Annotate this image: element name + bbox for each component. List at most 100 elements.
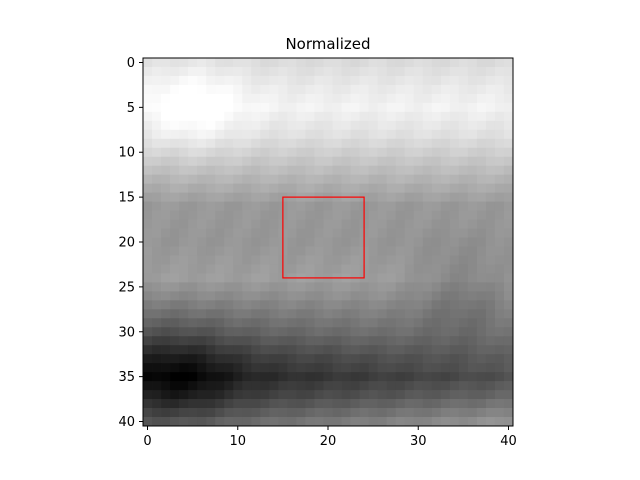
heatmap-cell — [287, 66, 297, 77]
heatmap-cell — [314, 138, 324, 149]
heatmap-cell — [467, 183, 478, 194]
heatmap-cell — [206, 390, 216, 400]
heatmap-cell — [224, 75, 234, 86]
heatmap-cell — [233, 129, 243, 140]
heatmap-cell — [368, 309, 379, 319]
heatmap-cell — [170, 192, 180, 203]
heatmap-cell — [170, 354, 180, 364]
heatmap-cell — [287, 237, 297, 247]
heatmap-cell — [278, 336, 288, 346]
heatmap-cell — [188, 66, 198, 77]
heatmap-cell — [341, 318, 351, 328]
heatmap-cell — [251, 318, 261, 328]
heatmap-cell — [287, 408, 297, 418]
heatmap-cell — [206, 273, 216, 283]
heatmap-cell — [179, 408, 189, 418]
heatmap-cell — [188, 75, 198, 86]
heatmap-cell — [395, 399, 406, 409]
heatmap-cell — [422, 138, 433, 149]
heatmap-cell — [422, 165, 433, 176]
heatmap-cell — [413, 264, 424, 274]
heatmap-cell — [278, 147, 288, 158]
heatmap-cell — [368, 282, 379, 292]
heatmap-cell — [431, 201, 442, 211]
heatmap-cell — [305, 246, 315, 256]
heatmap-cell — [404, 192, 415, 203]
heatmap-cell — [449, 210, 460, 220]
heatmap-cell — [431, 165, 442, 176]
heatmap-cell — [233, 399, 243, 409]
heatmap-cell — [251, 327, 261, 337]
heatmap-cell — [305, 363, 315, 373]
heatmap-cell — [215, 372, 225, 382]
heatmap-cell — [242, 219, 252, 229]
heatmap-cell — [485, 237, 496, 247]
heatmap-cell — [215, 237, 225, 247]
heatmap-cell — [224, 138, 234, 149]
heatmap-cell — [206, 381, 216, 391]
heatmap-cell — [431, 219, 442, 229]
heatmap-cell — [269, 246, 279, 256]
heatmap-cell — [422, 147, 433, 158]
heatmap-cell — [449, 66, 460, 77]
heatmap-cell — [449, 174, 460, 185]
heatmap-cell — [350, 165, 360, 176]
heatmap-cell — [161, 399, 171, 409]
heatmap-cell — [431, 138, 442, 149]
heatmap-cell — [314, 228, 324, 238]
heatmap-cell — [395, 174, 406, 185]
heatmap-cell — [431, 192, 442, 203]
heatmap-cell — [503, 237, 514, 247]
heatmap-cell — [422, 111, 433, 122]
heatmap-cell — [476, 129, 487, 140]
heatmap-cell — [485, 138, 496, 149]
heatmap-cell — [152, 264, 162, 274]
heatmap-cell — [503, 309, 514, 319]
heatmap-cell — [305, 183, 315, 194]
heatmap-cell — [296, 156, 306, 167]
heatmap-cell — [260, 165, 270, 176]
heatmap-cell — [161, 156, 171, 167]
heatmap-cell — [278, 390, 288, 400]
heatmap-cell — [449, 138, 460, 149]
heatmap-cell — [188, 327, 198, 337]
heatmap-cell — [413, 183, 424, 194]
heatmap-cell — [449, 156, 460, 167]
heatmap-cell — [179, 309, 189, 319]
heatmap-cell — [197, 228, 207, 238]
heatmap-cell — [341, 111, 351, 122]
heatmap-cell — [476, 399, 487, 409]
heatmap-cell — [197, 300, 207, 310]
heatmap-cell — [179, 138, 189, 149]
heatmap-cell — [314, 255, 324, 265]
heatmap-cell — [197, 255, 207, 265]
heatmap-cell — [170, 219, 180, 229]
heatmap-cell — [188, 156, 198, 167]
heatmap-cell — [170, 399, 180, 409]
heatmap-cell — [368, 246, 379, 256]
heatmap-cell — [224, 129, 234, 140]
heatmap-cell — [188, 246, 198, 256]
heatmap-cell — [305, 282, 315, 292]
heatmap-cell — [233, 282, 243, 292]
heatmap-cell — [359, 93, 370, 104]
heatmap-cell — [503, 246, 514, 256]
heatmap-cell — [386, 192, 397, 203]
heatmap-cell — [368, 291, 379, 301]
heatmap-cell — [296, 372, 306, 382]
heatmap-cell — [197, 84, 207, 95]
heatmap-cell — [395, 390, 406, 400]
heatmap-cell — [341, 129, 351, 140]
heatmap-cell — [197, 147, 207, 158]
heatmap-cell — [143, 255, 153, 265]
heatmap-cell — [197, 93, 207, 104]
heatmap-cell — [305, 75, 315, 86]
heatmap-cell — [161, 345, 171, 355]
heatmap-cell — [197, 309, 207, 319]
heatmap-cell — [467, 93, 478, 104]
heatmap-cell — [170, 84, 180, 95]
heatmap-cell — [161, 354, 171, 364]
heatmap-cell — [296, 363, 306, 373]
heatmap-cell — [377, 417, 388, 427]
heatmap-cell — [269, 75, 279, 86]
